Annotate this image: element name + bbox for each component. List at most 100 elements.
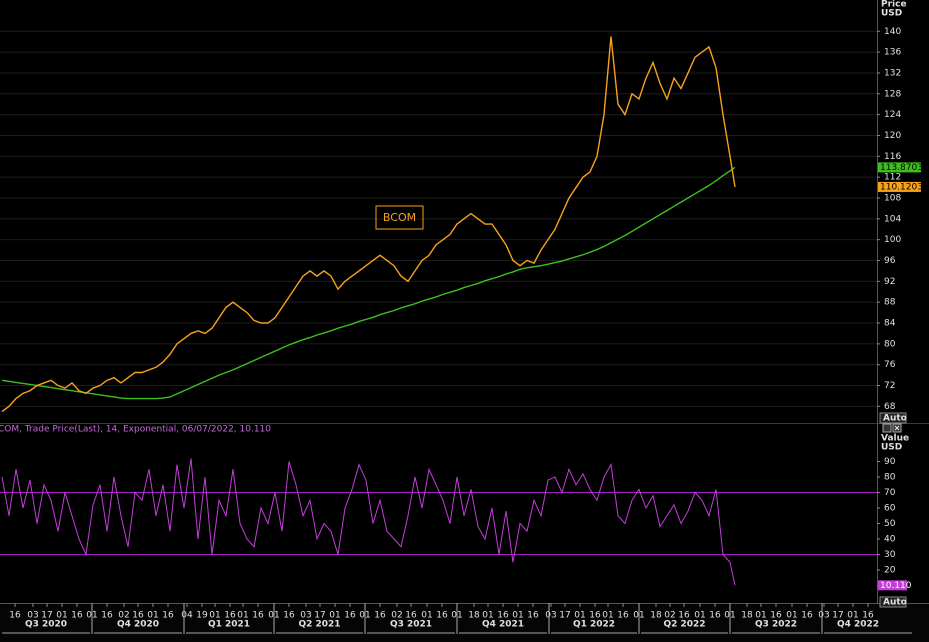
x-tick-label: 01 xyxy=(421,611,432,621)
close-icon xyxy=(894,425,900,431)
quarter-label: Q2 2021 xyxy=(298,620,340,630)
x-tick-label: 01 xyxy=(847,611,858,621)
x-tick-label: 19 xyxy=(196,611,208,621)
x-tick-label: 01 xyxy=(482,611,493,621)
x-tick-label: 01 xyxy=(237,611,248,621)
x-tick-label: 17 xyxy=(41,611,52,621)
x-tick-label: 16 xyxy=(224,611,236,621)
y-axis-label: USD xyxy=(881,9,902,19)
y-tick-label: 80 xyxy=(884,339,896,349)
x-tick-label: 16 xyxy=(436,611,448,621)
y-tick-label: 120 xyxy=(884,131,901,141)
x-tick-label: 01 xyxy=(56,611,67,621)
y-tick-label: 50 xyxy=(884,519,896,529)
y-axis-label: Value xyxy=(881,434,909,444)
quarter-underline xyxy=(2,632,90,634)
quarter-label: Q2 2022 xyxy=(663,620,705,630)
x-tick-label: 16 xyxy=(101,611,113,621)
y-tick-label: 90 xyxy=(884,457,896,467)
x-tick-label: 03 xyxy=(300,611,311,621)
quarter-underline xyxy=(551,632,637,634)
x-tick-label: 03 xyxy=(27,611,38,621)
x-tick-label: 16 xyxy=(405,611,417,621)
y-tick-label: 88 xyxy=(884,298,896,308)
y-tick-label: 84 xyxy=(884,319,896,329)
x-tick-label: 16 xyxy=(801,611,813,621)
x-tick-label: 01 xyxy=(694,611,705,621)
x-tick-label: 16 xyxy=(9,611,21,621)
quarter-label: Q4 2022 xyxy=(837,620,879,630)
series-line xyxy=(1,166,736,400)
x-tick-label: 16 xyxy=(344,611,356,621)
x-tick-label: 16 xyxy=(617,611,629,621)
auto-button[interactable] xyxy=(879,412,907,424)
y-tick-label: 128 xyxy=(884,89,901,99)
quarter-underline xyxy=(367,632,455,634)
y-tick-label: 40 xyxy=(884,535,896,545)
x-tick-label: 16 xyxy=(862,611,874,621)
series-line xyxy=(1,36,736,413)
x-tick-label: 18 xyxy=(741,611,753,621)
y-tick-label: 140 xyxy=(884,27,901,37)
x-tick-label: 16 xyxy=(283,611,295,621)
annotation: BCOM xyxy=(383,211,416,224)
x-tick-label: 17 xyxy=(559,611,570,621)
quarter-underline xyxy=(94,632,182,634)
x-tick-label: 01 xyxy=(209,611,220,621)
x-axis-band xyxy=(0,603,929,642)
last-value-tag xyxy=(878,181,921,192)
x-tick-label: 16 xyxy=(709,611,721,621)
x-tick-label: 16 xyxy=(589,611,601,621)
x-tick-label: 16 xyxy=(770,611,782,621)
x-tick-label: 18 xyxy=(650,611,662,621)
y-axis-label: USD xyxy=(881,443,902,453)
x-tick-label: 02 xyxy=(118,611,129,621)
x-tick-label: 16 xyxy=(71,611,83,621)
x-tick-label: 16 xyxy=(678,611,690,621)
annotation-box xyxy=(375,205,424,230)
x-tick-label: 01 xyxy=(786,611,797,621)
quarter-underline xyxy=(824,632,912,634)
y-tick-label: 96 xyxy=(884,256,896,266)
x-tick-label: 01 xyxy=(574,611,585,621)
quarter-label: Q4 2021 xyxy=(482,620,524,630)
x-tick-label: 01 xyxy=(147,611,158,621)
x-tick-label: 16 xyxy=(252,611,264,621)
x-tick-label: 16 xyxy=(497,611,509,621)
last-value-label: 110.1203 xyxy=(880,182,923,192)
auto-button[interactable] xyxy=(879,596,907,608)
x-tick-label: 02 xyxy=(664,611,675,621)
auto-button-label: Auto xyxy=(883,414,907,424)
x-tick-label: 04 xyxy=(181,611,193,621)
x-tick-label: 03 xyxy=(818,611,829,621)
y-tick-label: 124 xyxy=(884,110,901,120)
quarter-underline xyxy=(641,632,728,634)
quarter-label: Q3 2020 xyxy=(25,620,67,630)
quarter-underline xyxy=(732,632,820,634)
y-tick-label: 108 xyxy=(884,193,901,203)
last-value-label: 10.110 xyxy=(880,581,912,591)
x-tick-label: 18 xyxy=(468,611,480,621)
auto-button-label: Auto xyxy=(883,598,907,608)
y-axis-label: Price xyxy=(881,0,907,10)
y-tick-label: 30 xyxy=(884,550,896,560)
y-tick-label: 116 xyxy=(884,152,901,162)
last-value-tag xyxy=(878,162,921,173)
y-tick-label: 136 xyxy=(884,48,901,58)
y-tick-label: 112 xyxy=(884,173,901,183)
y-tick-label: 72 xyxy=(884,381,895,391)
y-tick-label: 80 xyxy=(884,473,896,483)
x-tick-label: 16 xyxy=(162,611,174,621)
y-tick-label: 60 xyxy=(884,504,896,514)
quarter-underline xyxy=(276,632,363,634)
x-tick-label: 17 xyxy=(832,611,843,621)
y-tick-label: 132 xyxy=(884,68,901,78)
y-tick-label: 76 xyxy=(884,360,896,370)
x-tick-label: 01 xyxy=(602,611,613,621)
panel-toggle[interactable] xyxy=(882,423,892,433)
x-tick-label: 16 xyxy=(527,611,539,621)
x-tick-label: 01 xyxy=(512,611,523,621)
quarter-label: Q4 2020 xyxy=(117,620,159,630)
